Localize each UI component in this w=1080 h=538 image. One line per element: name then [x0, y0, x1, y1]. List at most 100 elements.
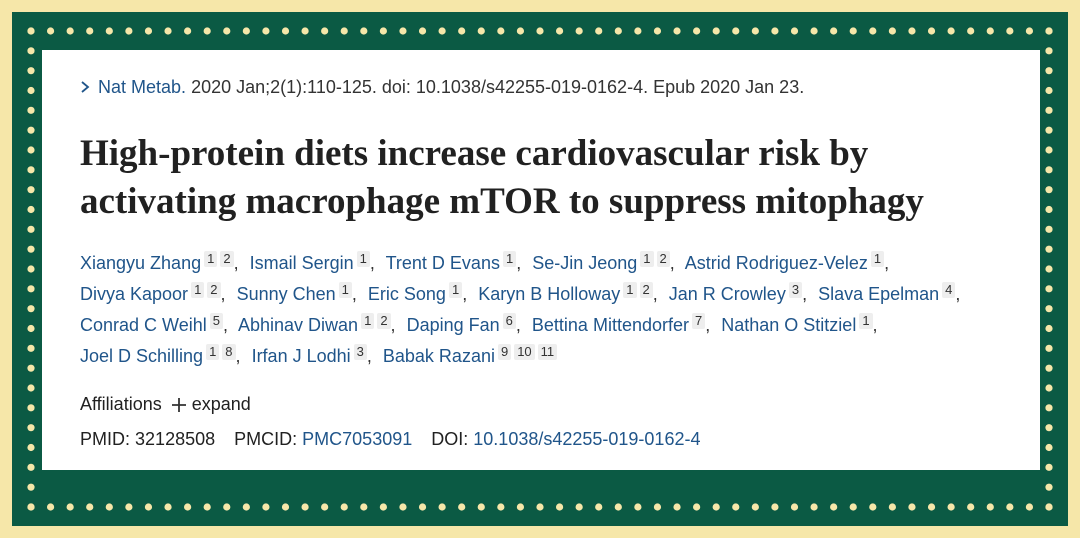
affiliation-number[interactable]: 2 [220, 251, 234, 267]
affiliation-number[interactable]: 10 [514, 344, 535, 360]
frame-dot [164, 503, 172, 511]
affiliation-number[interactable]: 2 [656, 251, 670, 267]
author-name[interactable]: Bettina Mittendorfer [531, 315, 689, 335]
frame-dot [1045, 384, 1053, 392]
frame-dot [536, 503, 544, 511]
author: Irfan J Lodhi 3, [251, 344, 378, 366]
frame-dot [438, 503, 446, 511]
affiliation-number[interactable]: 7 [691, 313, 706, 329]
affiliation-number[interactable]: 1 [356, 251, 370, 267]
plus-icon[interactable] [171, 398, 186, 412]
frame-dot [46, 503, 55, 511]
frame-dot [1045, 424, 1053, 432]
frame-dot [27, 225, 35, 233]
frame-dot [927, 503, 936, 511]
author-name[interactable]: Xiangyu Zhang [80, 253, 202, 273]
author-separator: , [220, 284, 226, 304]
author-name[interactable]: Karyn B Holloway [478, 284, 621, 304]
affiliation-number[interactable]: 2 [207, 282, 221, 298]
affiliation-number[interactable]: 3 [353, 344, 367, 360]
affiliation-number[interactable]: 1 [338, 282, 352, 298]
frame-dot [86, 27, 94, 35]
frame-dot [497, 503, 505, 511]
affiliation-number[interactable]: 1 [623, 282, 637, 298]
frame-dot [203, 503, 211, 511]
affiliation-number[interactable]: 1 [640, 251, 654, 267]
author-name[interactable]: Sunny Chen [236, 284, 336, 304]
affiliation-number[interactable]: 8 [222, 344, 236, 360]
frame-dot [1006, 503, 1014, 511]
author-name[interactable]: Slava Epelman [818, 284, 940, 304]
frame-dot [27, 404, 35, 412]
author-name[interactable]: Joel D Schilling [80, 346, 204, 366]
frame-dot [1045, 364, 1053, 372]
journal-link[interactable]: Nat Metab. [98, 77, 187, 97]
author-name[interactable]: Daping Fan [406, 315, 500, 335]
affiliation-number[interactable]: 2 [377, 313, 391, 329]
frame-dot [1025, 503, 1034, 511]
author-name[interactable]: Jan R Crowley [668, 284, 786, 304]
author: Eric Song 1, [367, 282, 473, 304]
author-name[interactable]: Astrid Rodriguez-Velez [684, 253, 868, 273]
frame-dot [947, 27, 955, 35]
frame-dot [595, 503, 603, 511]
article-panel: Nat Metab. 2020 Jan;2(1):110-125. doi: 1… [42, 50, 1040, 470]
author-separator: , [233, 253, 239, 273]
frame-dot [458, 503, 466, 511]
author-name[interactable]: Eric Song [367, 284, 446, 304]
frame-dot [27, 186, 35, 194]
affiliation-number[interactable]: 9 [497, 344, 512, 360]
doi-link[interactable]: 10.1038/s42255-019-0162-4 [473, 429, 701, 449]
frame-dot [27, 344, 35, 352]
author-name[interactable]: Ismail Sergin [249, 253, 354, 273]
frame-dot [66, 503, 74, 511]
frame-dot [301, 27, 309, 35]
frame-dot [203, 27, 211, 35]
frame-dot [810, 27, 818, 35]
affiliation-number[interactable]: 1 [859, 313, 873, 329]
frame-dot [27, 483, 35, 491]
frame-dot [634, 27, 642, 35]
affiliation-number[interactable]: 1 [204, 251, 218, 267]
frame-dot [712, 503, 720, 511]
doi-label: DOI: [431, 429, 469, 449]
author-name[interactable]: Conrad C Weihl [80, 315, 207, 335]
frame-dot [340, 503, 348, 511]
chevron-icon[interactable] [80, 80, 90, 94]
frame-dot [27, 106, 35, 114]
frame-dot [771, 27, 779, 35]
author-name[interactable]: Abhinav Diwan [238, 315, 359, 335]
affiliation-number[interactable]: 1 [448, 282, 463, 298]
pmcid-link[interactable]: PMC7053091 [302, 429, 413, 449]
author: Se-Jin Jeong 1 2, [532, 251, 681, 273]
author-name[interactable]: Babak Razani [382, 346, 495, 366]
frame-dot [908, 27, 916, 35]
affiliation-number[interactable]: 3 [788, 282, 803, 298]
affiliation-number[interactable]: 1 [870, 251, 885, 267]
frame-dot [1045, 324, 1053, 333]
author-separator: , [390, 315, 396, 335]
author-separator: , [462, 284, 468, 304]
affiliation-number[interactable]: 1 [361, 313, 375, 329]
expand-button[interactable]: expand [191, 394, 251, 414]
affiliation-number[interactable]: 1 [191, 282, 205, 298]
affiliation-number[interactable]: 5 [209, 313, 223, 329]
author-name[interactable]: Irfan J Lodhi [251, 346, 351, 366]
frame-dots [27, 27, 1053, 511]
frame-dot [986, 27, 994, 35]
author: Karyn B Holloway 1 2, [478, 282, 664, 304]
affiliation-number[interactable]: 6 [502, 313, 516, 329]
frame-dot [986, 503, 994, 511]
pmid-label: PMID: [80, 429, 131, 449]
author-name[interactable]: Nathan O Stitziel [721, 315, 857, 335]
author-name[interactable]: Divya Kapoor [80, 284, 189, 304]
affiliation-number[interactable]: 1 [502, 251, 517, 267]
author-name[interactable]: Trent D Evans [385, 253, 500, 273]
affiliation-number[interactable]: 11 [537, 344, 558, 360]
frame-dot [1045, 503, 1053, 511]
affiliation-number[interactable]: 4 [942, 282, 956, 298]
affiliation-number[interactable]: 1 [206, 344, 220, 360]
affiliation-number[interactable]: 2 [639, 282, 653, 298]
frame-dot [379, 27, 387, 35]
author-name[interactable]: Se-Jin Jeong [532, 253, 638, 273]
